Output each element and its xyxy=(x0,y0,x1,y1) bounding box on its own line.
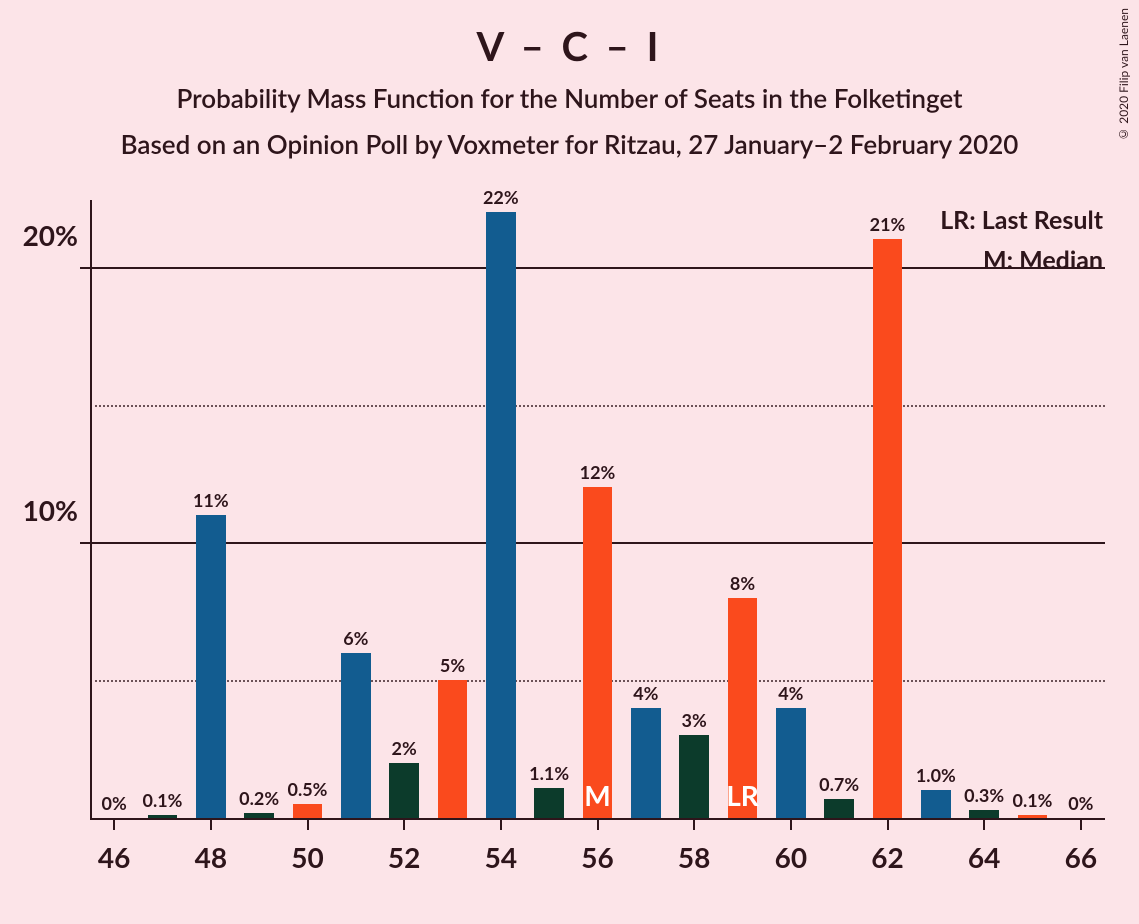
x-tick-mark xyxy=(597,820,599,830)
bar-value-label: 0.7% xyxy=(819,773,859,795)
bar-value-label: 0.1% xyxy=(1013,789,1053,811)
bar: 0.3% xyxy=(969,810,999,818)
bar-value-label: 12% xyxy=(580,461,616,483)
grid-minor xyxy=(90,405,1105,407)
x-tick-label: 60 xyxy=(775,840,807,874)
x-tick-mark xyxy=(500,820,502,830)
bar: 4% xyxy=(776,708,806,818)
bar-value-label: 1.0% xyxy=(916,764,956,786)
bar-value-label: 6% xyxy=(343,627,368,649)
x-tick-mark xyxy=(790,820,792,830)
bar-value-label: 0% xyxy=(102,792,127,814)
grid-major xyxy=(90,267,1105,269)
x-tick-label: 46 xyxy=(98,840,130,874)
x-tick-mark xyxy=(693,820,695,830)
x-tick-label: 64 xyxy=(968,840,1000,874)
bar-value-label: 21% xyxy=(870,213,906,235)
x-tick-mark xyxy=(113,820,115,830)
y-tick-mark xyxy=(80,267,90,269)
x-tick-label: 54 xyxy=(485,840,517,874)
bar-value-label: 22% xyxy=(483,186,519,208)
bar: 8%LR xyxy=(728,598,758,818)
x-tick-mark xyxy=(887,820,889,830)
bar: 0.7% xyxy=(824,799,854,818)
bar-value-label: 11% xyxy=(193,489,229,511)
x-tick-mark xyxy=(403,820,405,830)
x-tick-mark xyxy=(307,820,309,830)
bar-value-label: 0% xyxy=(1068,792,1093,814)
bar: 0.1% xyxy=(148,815,178,818)
x-tick-mark xyxy=(983,820,985,830)
y-tick-label: 20% xyxy=(23,218,78,252)
x-tick-mark xyxy=(1080,820,1082,830)
bar: 11% xyxy=(196,515,226,818)
x-tick-label: 50 xyxy=(291,840,323,874)
y-tick-label: 10% xyxy=(23,493,78,527)
chart-subtitle-2: Based on an Opinion Poll by Voxmeter for… xyxy=(0,128,1139,160)
bar: 2% xyxy=(389,763,419,818)
chart-container: V – C – I Probability Mass Function for … xyxy=(0,0,1139,924)
bar: 21% xyxy=(873,239,903,818)
x-tick-label: 52 xyxy=(388,840,420,874)
bar-value-label: 0.3% xyxy=(964,784,1004,806)
bar: 4% xyxy=(631,708,661,818)
bar-value-label: 2% xyxy=(392,737,417,759)
bar: 5% xyxy=(438,680,468,818)
bar-value-label: 4% xyxy=(778,682,803,704)
bar-value-label: 5% xyxy=(440,654,465,676)
bar: 22% xyxy=(486,212,516,818)
bar: 3% xyxy=(679,735,709,818)
chart-title: V – C – I xyxy=(0,0,1139,70)
bar-value-label: 1.1% xyxy=(529,762,569,784)
bar: 0.5% xyxy=(293,804,323,818)
bar: 1.0% xyxy=(921,790,951,818)
plot-area: 10%20%46485052545658606264660%0.1%11%0.2… xyxy=(90,200,1105,820)
chart-subtitle-1: Probability Mass Function for the Number… xyxy=(0,82,1139,114)
bar: 0.1% xyxy=(1018,815,1048,818)
y-axis-line xyxy=(90,200,92,820)
y-tick-mark xyxy=(80,542,90,544)
x-tick-label: 62 xyxy=(871,840,903,874)
x-tick-mark xyxy=(210,820,212,830)
bar-value-label: 3% xyxy=(682,709,707,731)
bar-value-label: 8% xyxy=(730,572,755,594)
x-tick-label: 56 xyxy=(581,840,613,874)
x-tick-label: 48 xyxy=(195,840,227,874)
bar-value-label: 0.1% xyxy=(143,789,183,811)
bar: 6% xyxy=(341,653,371,818)
bar-value-label: 0.2% xyxy=(239,787,279,809)
x-tick-label: 66 xyxy=(1065,840,1097,874)
bar: 1.1% xyxy=(534,788,564,818)
bar-marker: LR xyxy=(726,778,759,812)
bar-marker: M xyxy=(584,778,610,812)
bar-value-label: 0.5% xyxy=(288,778,328,800)
bar-value-label: 4% xyxy=(633,682,658,704)
copyright-text: © 2020 Filip van Laenen xyxy=(1116,8,1131,142)
bar: 0.2% xyxy=(244,813,274,819)
x-tick-label: 58 xyxy=(678,840,710,874)
bar: 12%M xyxy=(583,487,613,818)
